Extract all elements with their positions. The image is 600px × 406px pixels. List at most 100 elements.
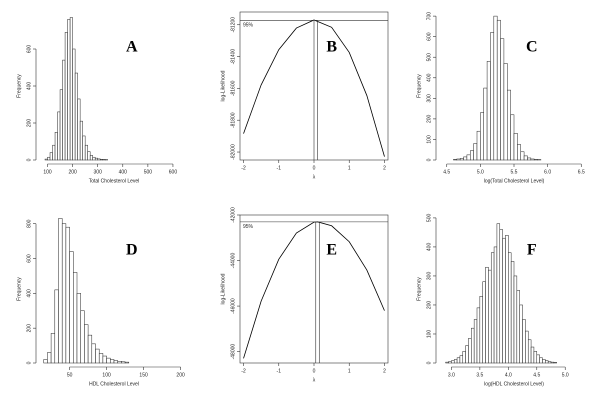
x-tick-label: 600 — [169, 169, 178, 175]
bar — [482, 281, 486, 364]
x-tick-label: 2 — [383, 165, 386, 171]
x-tick-label: 0 — [313, 368, 316, 374]
y-tick-label: 200 — [426, 301, 432, 310]
x-axis-label: log(HDL Cholesterol Level) — [484, 381, 544, 387]
x-axis-label: λ — [313, 174, 316, 180]
bar — [500, 38, 505, 161]
y-tick-label: 400 — [26, 289, 32, 298]
plot-frame — [239, 214, 389, 364]
bar — [476, 307, 481, 364]
x-axis-label: Total Cholesterol Level — [89, 178, 140, 184]
bar — [79, 120, 83, 161]
bar — [542, 359, 546, 364]
bar — [545, 360, 549, 364]
y-tick-label: 100 — [426, 135, 432, 144]
y-tick-label: 300 — [426, 94, 432, 103]
bar — [72, 48, 76, 161]
bar — [44, 158, 48, 161]
bar — [459, 158, 464, 161]
bar — [453, 159, 458, 161]
bar — [496, 19, 501, 161]
bar — [468, 338, 472, 364]
bar — [448, 361, 452, 364]
y-tick-label: 100 — [426, 330, 432, 339]
x-tick-label: 3.5 — [476, 372, 483, 378]
bar — [121, 361, 126, 364]
bar — [502, 237, 506, 364]
bar — [459, 355, 464, 364]
bar — [124, 361, 130, 364]
bar — [513, 275, 518, 364]
bar — [62, 59, 66, 161]
bar — [485, 266, 489, 364]
bar — [110, 359, 115, 364]
bar — [516, 290, 520, 364]
bar — [102, 355, 107, 364]
bar — [82, 135, 86, 161]
bar — [488, 269, 492, 364]
x-tick-label: 6.0 — [544, 169, 551, 175]
bar — [523, 155, 528, 161]
bar — [536, 354, 540, 364]
x-tick-label: 150 — [139, 372, 148, 378]
likelihood-curve — [243, 221, 385, 359]
bar — [517, 144, 521, 161]
y-tick-label: 400 — [426, 243, 432, 252]
x-tick-label: 400 — [119, 169, 128, 175]
x-tick-label: 6.5 — [578, 169, 585, 175]
bar — [98, 353, 104, 364]
x-tick-label: 5.5 — [511, 169, 518, 175]
bar — [445, 361, 449, 364]
bar — [550, 361, 555, 364]
x-tick-label: 4.5 — [533, 372, 540, 378]
y-axis-label: Frequency — [16, 74, 22, 98]
y-tick-label: 200 — [426, 114, 432, 123]
bar — [456, 357, 461, 364]
bar — [520, 151, 525, 161]
bar — [490, 252, 495, 364]
bar — [530, 158, 535, 161]
bar — [47, 352, 52, 364]
x-tick-label: -2 — [241, 368, 246, 374]
ci-annotation: 95% — [243, 224, 254, 230]
bar — [61, 223, 67, 364]
bar — [54, 132, 58, 161]
bar — [486, 61, 491, 161]
bar — [473, 319, 478, 364]
x-tick-label: 100 — [43, 169, 52, 175]
y-axis-label: log-Likelihood — [220, 273, 226, 304]
bar — [74, 72, 78, 161]
x-tick-label: 5.0 — [562, 372, 569, 378]
bar — [117, 361, 122, 364]
bar — [519, 304, 523, 364]
x-tick-label: -1 — [277, 368, 282, 374]
bar — [64, 32, 68, 161]
bar — [462, 351, 466, 364]
x-tick-label: 300 — [94, 169, 103, 175]
y-tick-label: -46000 — [230, 298, 236, 314]
bar — [510, 114, 515, 161]
bar — [69, 17, 73, 161]
y-axis-label: Frequency — [16, 277, 22, 301]
bar — [553, 362, 557, 364]
bar — [67, 19, 71, 161]
panel-label: F — [527, 242, 537, 259]
x-tick-label: 5.0 — [477, 169, 484, 175]
bar — [505, 235, 509, 364]
bar — [533, 351, 538, 364]
panel-label: A — [126, 39, 138, 56]
y-tick-label: 0 — [26, 361, 32, 364]
bar — [530, 346, 535, 364]
bar — [527, 157, 532, 161]
bar — [43, 359, 48, 364]
bar — [102, 159, 106, 161]
bar — [65, 226, 70, 364]
bar — [527, 339, 532, 364]
bar — [503, 63, 508, 161]
x-tick-label: 4.5 — [443, 169, 450, 175]
bar — [59, 89, 63, 161]
bar — [89, 155, 93, 161]
bar — [533, 159, 538, 161]
bar — [97, 158, 101, 161]
x-tick-label: 200 — [68, 169, 77, 175]
